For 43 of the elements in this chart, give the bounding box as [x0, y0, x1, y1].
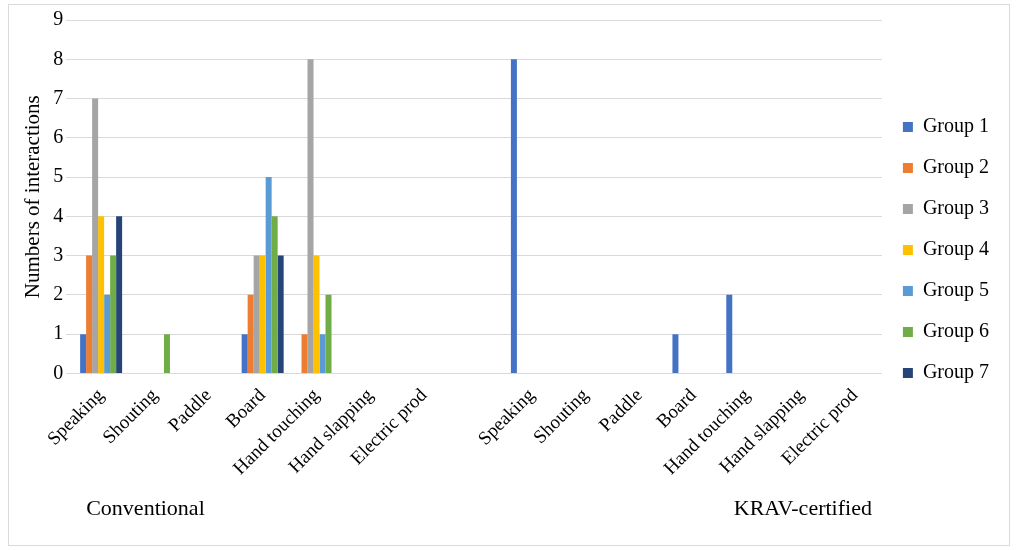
y-tick-label: 8	[53, 46, 64, 69]
bar	[104, 294, 111, 373]
legend-label: Group 1	[922, 114, 990, 138]
legend-label: Group 4	[922, 237, 990, 261]
y-axis-title: Numbers of interactions	[20, 95, 45, 299]
bar	[325, 294, 332, 373]
bar	[86, 255, 93, 373]
bar	[301, 334, 308, 373]
legend-label: Group 5	[922, 278, 990, 302]
y-tick-label: 0	[53, 360, 64, 383]
y-tick-label: 2	[53, 282, 64, 305]
bar	[241, 334, 248, 373]
bar	[116, 216, 123, 373]
bar	[726, 294, 733, 373]
y-tick-label: 3	[53, 242, 64, 265]
bar	[259, 255, 266, 373]
bar	[265, 177, 272, 373]
y-tick-label: 1	[53, 321, 64, 344]
bar	[110, 255, 117, 373]
legend-label: Group 6	[922, 319, 990, 343]
text: Conventional	[86, 495, 205, 520]
text: KRAV-certified	[733, 495, 872, 520]
y-tick-label: 4	[53, 203, 64, 226]
bar	[92, 98, 99, 373]
bar	[247, 294, 254, 373]
bar	[319, 334, 326, 373]
bar	[510, 59, 517, 373]
y-tick-label: 5	[53, 164, 64, 187]
legend-label: Group 7	[922, 360, 990, 384]
bar	[271, 216, 278, 373]
bar	[98, 216, 105, 373]
legend-label: Group 2	[922, 155, 990, 179]
y-tick-label: 6	[53, 125, 64, 148]
legend-label: Group 3	[922, 196, 990, 220]
bar	[277, 255, 284, 373]
bar	[307, 59, 314, 373]
y-tick-label: 7	[53, 85, 64, 108]
y-tick-label: 9	[53, 7, 64, 30]
bar	[313, 255, 320, 373]
bar	[163, 334, 170, 373]
bar	[253, 255, 260, 373]
bar	[80, 334, 87, 373]
bar	[672, 334, 679, 373]
